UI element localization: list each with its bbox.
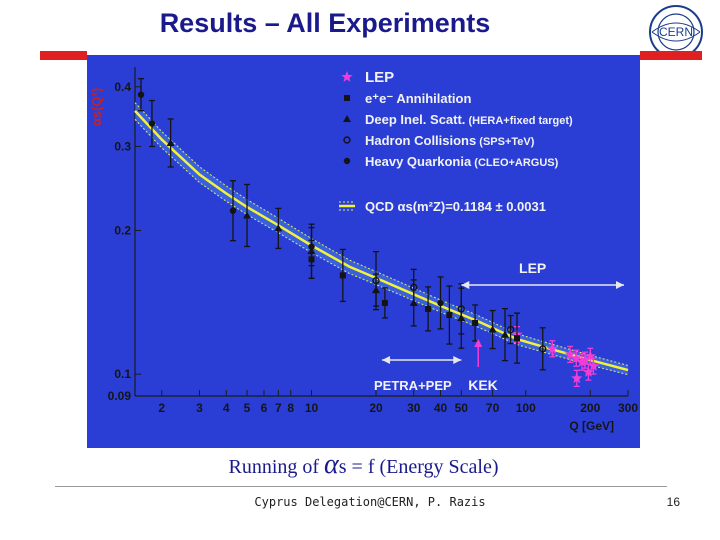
y-axis-label: αs(Q²) [89, 88, 104, 126]
lep-arrow-head-right [616, 281, 624, 289]
data-point-star [576, 356, 588, 367]
caption-suffix: s = f (Energy Scale) [338, 456, 499, 478]
data-point-circle [137, 91, 145, 98]
data-point-circle [229, 207, 237, 214]
title-rule-right [640, 51, 702, 60]
annotation-kek: KEK [468, 377, 498, 393]
x-tick-label: 4 [223, 401, 230, 415]
data-point-square [446, 312, 453, 319]
title-rule-left [40, 51, 87, 60]
data-point-star [546, 342, 558, 354]
qcd-curve [134, 110, 629, 372]
data-point-triangle [243, 211, 252, 219]
legend-marker-cross [343, 136, 351, 144]
chart-svg: 2 3 4 5 6 7 8 10 20 30 40 50 70 100 200 300 0.09 0.1 0.2 0.… [89, 67, 638, 433]
data-point-star [587, 360, 600, 371]
data-point-star [564, 348, 576, 360]
data-point-cross [506, 325, 515, 334]
data-point-triangle [488, 325, 497, 333]
data-point-star [571, 372, 583, 384]
data-point-square [381, 299, 388, 306]
y-tick-label: 0.1 [114, 367, 131, 381]
x-tick-label: 50 [455, 401, 469, 415]
legend-label: Hadron Collisions (SPS+TeV) [365, 133, 535, 148]
x-tick-label: 20 [369, 401, 383, 415]
x-tick-label: 2 [158, 401, 165, 415]
data-point-triangle [501, 330, 510, 338]
data-point-square [339, 272, 346, 279]
data-point-circle [308, 243, 315, 250]
cern-logo-text: CERN [659, 25, 693, 39]
data-point-cross [457, 305, 465, 313]
footer-text: Cyprus Delegation@CERN, P. Razis [254, 495, 486, 509]
caption-alpha: α [324, 449, 339, 480]
legend-label: Deep Inel. Scatt. (HERA+fixed target) [365, 112, 573, 127]
data-point-triangle [274, 224, 283, 232]
data-point-star [582, 366, 595, 377]
data-point-circle [148, 120, 156, 127]
data-point-circle [437, 299, 444, 307]
data-point-cross [410, 283, 418, 292]
data-point-square [425, 305, 432, 312]
data-point-star [579, 354, 591, 365]
alpha-s-chart: 2 3 4 5 6 7 8 10 20 30 40 50 70 100 200 300 0.09 0.1 0.2 0.… [87, 55, 640, 448]
data-point-star [570, 352, 582, 364]
legend-label: LEP [365, 69, 394, 86]
x-tick-label: 8 [287, 401, 294, 415]
x-tick-label: 30 [407, 401, 421, 415]
slide-title: Results – All Experiments [159, 8, 491, 38]
x-tick-label: 10 [305, 401, 319, 415]
x-axis-label: Q [GeV] [569, 419, 614, 433]
y-tick-label: 0.2 [114, 223, 131, 237]
legend-marker-circle [343, 157, 351, 165]
footer-divider [55, 486, 667, 487]
x-tick-label: 100 [516, 401, 536, 415]
x-tick-label: 200 [580, 401, 600, 415]
lep-arrow-head-left [461, 281, 470, 289]
page-number: 16 [666, 495, 680, 509]
y-tick-label: 0.3 [114, 139, 131, 153]
legend-marker-star [341, 71, 353, 82]
data-point-star [584, 350, 596, 362]
x-tick-label: 5 [244, 401, 251, 415]
legend-qcd-label: QCD αs(m²Z)=0.1184 ± 0.0031 [365, 199, 546, 214]
legend-marker-square [344, 95, 350, 101]
qcd-band-upper [134, 102, 629, 366]
x-tick-label: 6 [261, 401, 268, 415]
legend-label: Heavy Quarkonia (CLEO+ARGUS) [365, 154, 559, 169]
petra-arrow-head-right [453, 356, 462, 364]
caption-prefix: Running of [228, 456, 325, 478]
data-point-cross [372, 276, 380, 285]
x-tick-label: 300 [618, 401, 638, 415]
kek-arrow-head [474, 339, 483, 347]
x-tick-label: 3 [196, 401, 203, 415]
x-tick-label: 40 [434, 401, 448, 415]
y-tick-label: 0.4 [114, 80, 131, 94]
x-tick-label: 70 [486, 401, 500, 415]
data-point-triangle [166, 138, 175, 146]
data-point-square [514, 335, 521, 342]
legend-marker-triangle [343, 115, 351, 122]
data-point-cross [539, 345, 547, 353]
legend-label: e⁺e⁻ Annihilation [365, 91, 471, 106]
figure-caption: Running of αs = f (Energy Scale) [87, 448, 640, 484]
annotation-lep: LEP [519, 260, 546, 276]
y-tick-label: 0.09 [108, 389, 132, 403]
qcd-band-lower [134, 119, 629, 376]
data-point-square [472, 319, 479, 326]
annotation-petra-pep: PETRA+PEP [374, 378, 452, 393]
x-tick-label: 7 [275, 401, 282, 415]
petra-arrow-head-left [382, 356, 391, 364]
